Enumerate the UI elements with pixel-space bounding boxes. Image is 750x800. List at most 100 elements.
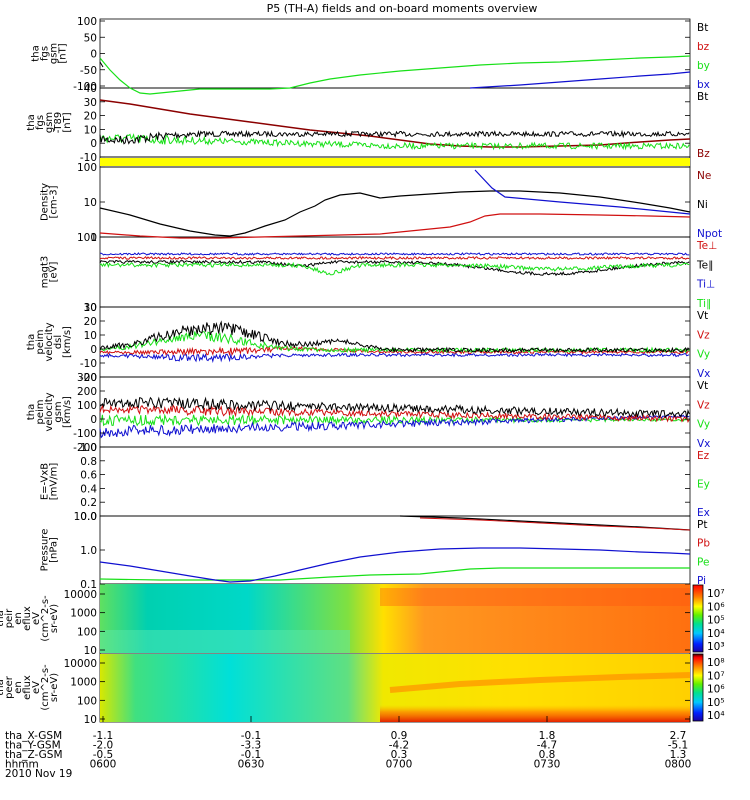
legend-entry: Vy <box>697 349 710 361</box>
ephemeris-value: -3.3 <box>241 740 262 752</box>
panel-temperature <box>99 252 690 277</box>
ylabel-line: eV <box>31 612 42 625</box>
legend-entry: Ez <box>697 450 710 462</box>
ytick-label: 10 <box>84 714 97 726</box>
ytick-label: 1.0 <box>80 442 97 454</box>
ephemeris-value: 0730 <box>534 759 561 771</box>
ylabel-line: [nPa] <box>49 537 60 563</box>
ytick-label: 0.0 <box>80 511 97 523</box>
ytick-label: 0.6 <box>80 470 97 482</box>
series-ni-line <box>99 190 691 237</box>
ytick-label: -100 <box>73 81 97 93</box>
ytick-label: 30 <box>84 302 97 314</box>
ytick-label: 1000 <box>70 608 97 620</box>
legend-entry: Ti⊥ <box>696 279 715 291</box>
series-ne-line <box>99 213 691 239</box>
ephemeris-value: 0.9 <box>391 730 408 742</box>
ytick-label: -20 <box>80 372 97 384</box>
ylabel-line: tha <box>0 679 6 695</box>
panel-pressure <box>99 515 691 583</box>
series-vz-dsl-line <box>99 345 690 357</box>
legend-entry: Bz <box>697 148 710 160</box>
series-vt-gsm-line <box>99 396 690 419</box>
ytick-label: -10 <box>80 152 97 164</box>
legend-entry: Vx <box>697 438 710 450</box>
ytick-label: 0 <box>90 344 97 356</box>
ephemeris-label: tha_Y-GSM <box>5 740 61 752</box>
series-ti-perp-line <box>100 252 690 256</box>
colorbar-tick: 10⁷ <box>707 670 725 682</box>
colorbar-tick: 10⁴ <box>707 710 725 722</box>
series-pi-line <box>99 547 691 583</box>
legend-entry: Ti∥ <box>696 298 711 310</box>
ytick-label: 10 <box>84 124 97 136</box>
panel-frame <box>99 376 691 448</box>
ylabel: Density[cm-3] <box>40 183 60 221</box>
ytick-label: -10 <box>80 358 97 370</box>
ylabel: E=-VxB[mV/m] <box>40 463 60 501</box>
ytick-label: 100 <box>77 400 97 412</box>
ylabel-line: tha <box>0 610 6 626</box>
ytick-label: 100 <box>77 232 97 244</box>
axes-layer: 100500-50-100thafgsgsm[nT]Btbzbybx403020… <box>0 16 725 780</box>
colorbar-tick: 10⁴ <box>707 628 725 640</box>
series-ti-par-line <box>99 261 690 276</box>
ytick-label: 100 <box>77 626 97 638</box>
series-bt-t89-noise <box>99 129 690 145</box>
ylabel-line: fgs <box>35 115 46 130</box>
ephemeris-value: -1.1 <box>93 730 114 742</box>
ylabel-line: sr-eV) <box>49 673 60 702</box>
colorbar-tick: 10³ <box>707 641 725 653</box>
ylabel-line: sr-eV) <box>49 604 60 633</box>
panel-frame <box>99 306 691 378</box>
ephemeris-value: -5.1 <box>668 740 689 752</box>
series-pe-line <box>99 567 690 581</box>
flag-bar <box>100 158 690 166</box>
colorbar-electron <box>692 653 704 722</box>
legend-entry: Pt <box>697 519 707 531</box>
ylabel-line: tha <box>26 334 37 350</box>
ylabel-line: gsm <box>44 112 55 133</box>
ytick-label: 0.1 <box>80 579 97 591</box>
ytick-label: 40 <box>84 83 97 95</box>
legend-entry: Vx <box>697 368 710 380</box>
ytick-label: 1.0 <box>80 545 97 557</box>
legend-entry: Ni <box>697 199 708 211</box>
ytick-label: -200 <box>73 442 97 454</box>
series-pb-line <box>419 517 691 531</box>
series-te-perp-line <box>99 255 690 260</box>
date-label: 2010 Nov 19 <box>5 768 72 780</box>
ytick-label: 10 <box>84 197 97 209</box>
ytick-label: 0.4 <box>80 483 97 495</box>
ytick-label: 20 <box>84 111 97 123</box>
colorbar-tick: 10⁶ <box>707 684 725 696</box>
series-bt-start <box>99 61 104 68</box>
ylabel-line: Pressure <box>40 529 51 572</box>
ephemeris-value: 0.8 <box>539 749 556 761</box>
legend-entry: Pb <box>697 538 710 550</box>
legend-entry: Pe <box>697 556 709 568</box>
panel-fgs-gsm <box>99 55 691 95</box>
ytick-label: -50 <box>80 65 97 77</box>
ephemeris-label: tha_X-GSM <box>5 730 62 742</box>
ylabel: Pressure[nPa] <box>40 529 60 572</box>
colorbar-tick: 10⁵ <box>707 697 725 709</box>
ephemeris-value: 0600 <box>90 759 117 771</box>
ylabel-line: -T89 <box>53 112 64 134</box>
ephemeris-value: -0.1 <box>241 749 262 761</box>
series-vt-dsl-line <box>99 320 690 354</box>
ephemeris-value: 2.7 <box>670 730 687 742</box>
ylabel-line: E=-VxB <box>40 463 51 500</box>
legend-entry: Ne <box>697 170 711 182</box>
ytick-label: 10 <box>84 302 97 314</box>
ylabel-line: [nT] <box>62 112 73 132</box>
panel-frame <box>99 166 691 238</box>
ylabel-line: en <box>13 612 24 625</box>
ephemeris-value: -4.2 <box>389 740 410 752</box>
ion-spectrogram-band-high <box>380 588 690 606</box>
ylabel-line: eflux <box>22 675 33 700</box>
